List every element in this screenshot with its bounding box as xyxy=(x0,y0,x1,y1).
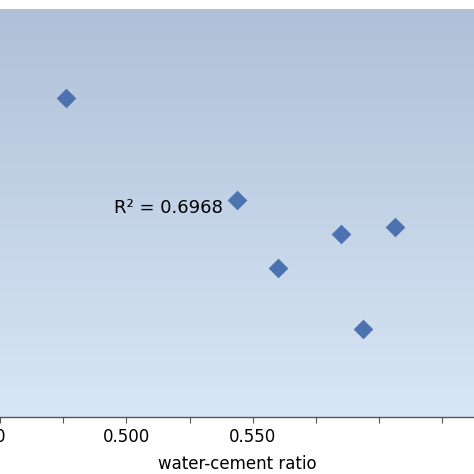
Text: R² = 0.6968: R² = 0.6968 xyxy=(114,199,223,217)
Point xyxy=(337,230,345,237)
Point xyxy=(391,223,399,231)
X-axis label: water-cement ratio: water-cement ratio xyxy=(158,455,316,473)
Point xyxy=(233,196,241,203)
Point xyxy=(360,325,367,333)
Point xyxy=(63,94,70,101)
Point xyxy=(274,264,282,272)
